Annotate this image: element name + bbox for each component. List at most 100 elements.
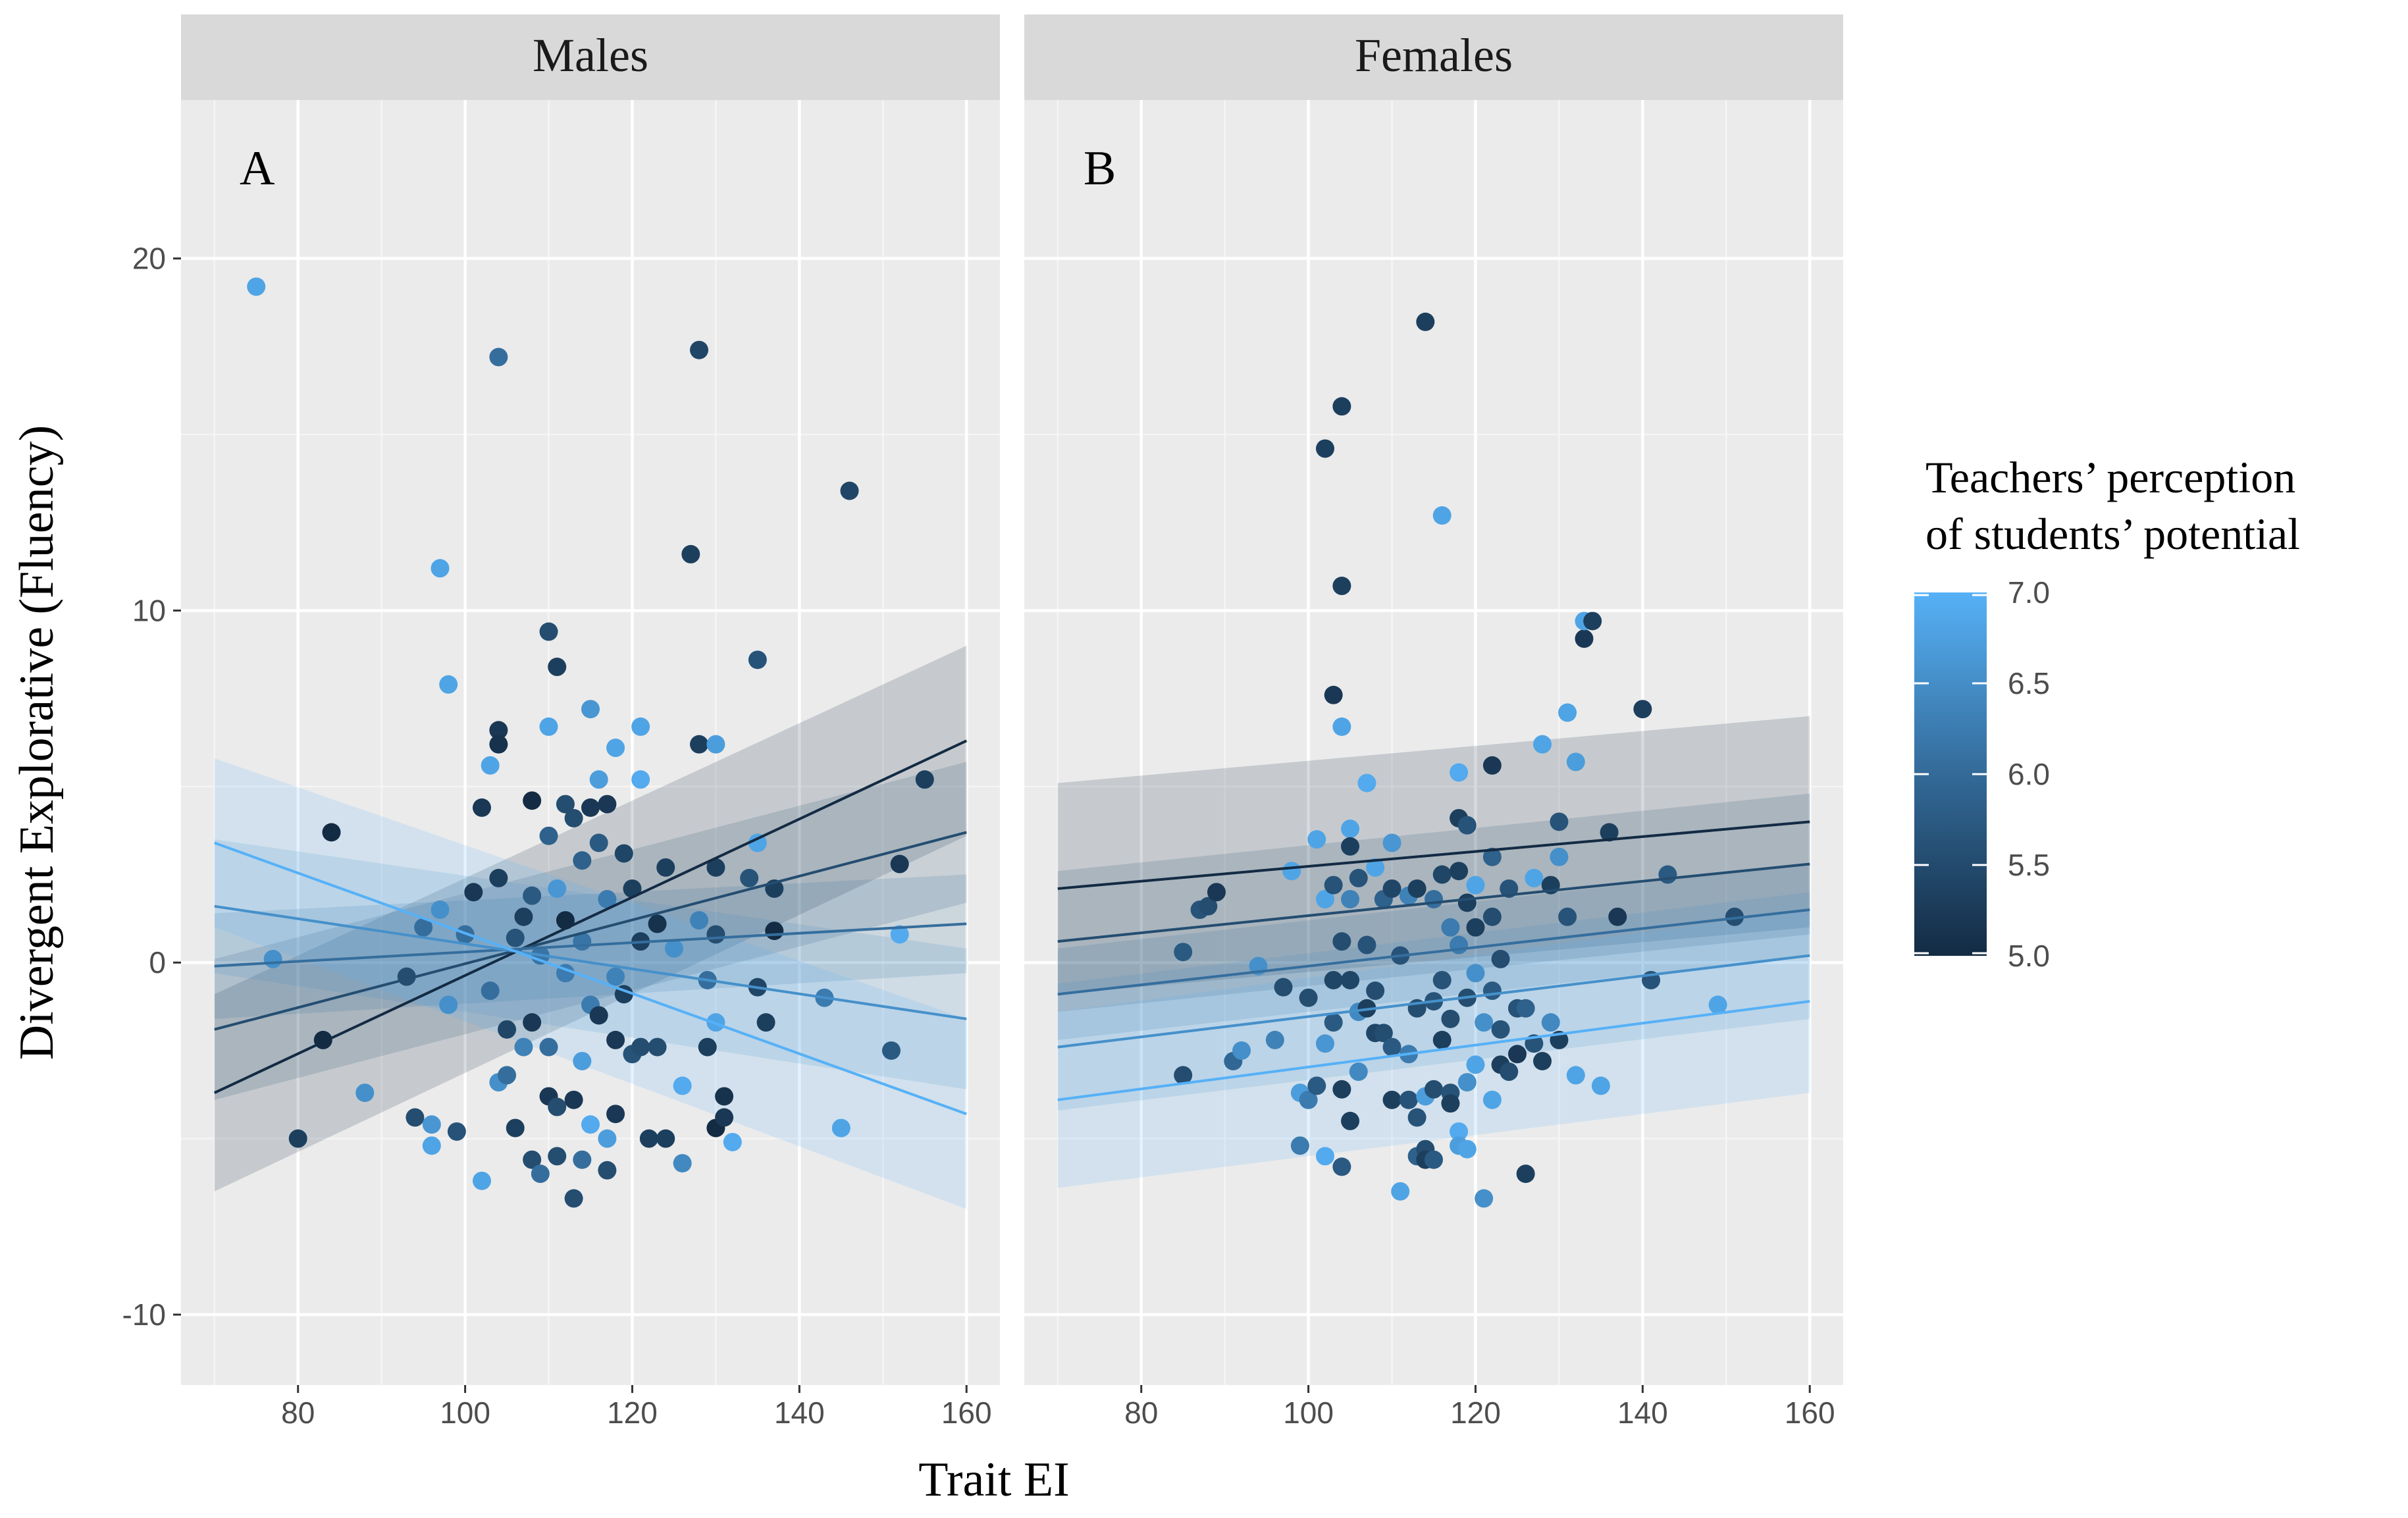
data-point <box>715 1108 734 1127</box>
data-point <box>840 481 859 500</box>
data-point <box>631 1037 650 1057</box>
data-point <box>431 559 450 578</box>
data-point <box>1407 1108 1426 1127</box>
data-point <box>573 1150 592 1169</box>
data-point <box>1457 816 1477 835</box>
strip-females <box>1024 14 1843 100</box>
data-point <box>548 1147 567 1166</box>
data-point <box>748 650 767 669</box>
plot-area-females <box>1024 100 1843 1385</box>
data-point <box>573 1051 592 1070</box>
data-point <box>581 798 600 817</box>
x-axis-title: Trait EI <box>918 1453 1070 1507</box>
fit-line <box>214 904 967 1020</box>
data-point <box>1482 847 1502 866</box>
data-point <box>890 925 909 944</box>
x-tick-label: 100 <box>440 1396 490 1430</box>
fit-line <box>1057 820 1810 890</box>
data-point <box>439 675 458 694</box>
data-point <box>1416 312 1435 331</box>
data-point <box>1533 735 1552 754</box>
fit-line <box>214 922 967 968</box>
data-point <box>1516 999 1535 1018</box>
data-point <box>1332 717 1351 736</box>
data-point <box>1315 1147 1334 1166</box>
data-point <box>1457 893 1477 912</box>
fit-line <box>213 739 968 1094</box>
data-point <box>1332 1157 1351 1176</box>
data-point <box>1491 949 1510 968</box>
data-point <box>1658 865 1677 884</box>
x-tick-label: 120 <box>1450 1396 1501 1430</box>
data-point <box>756 1013 775 1032</box>
y-tick-label: 20 <box>132 242 166 276</box>
data-point <box>1525 868 1544 887</box>
data-point <box>1174 943 1193 962</box>
data-point <box>1274 978 1293 997</box>
data-point <box>1608 907 1627 926</box>
y-axis: -10 0 10 20 <box>122 242 181 1332</box>
data-point <box>1600 823 1619 842</box>
data-point <box>1566 1066 1585 1085</box>
data-point <box>648 1037 667 1057</box>
data-point <box>598 1129 617 1148</box>
data-point <box>1425 1150 1443 1169</box>
x-tick-label: 120 <box>607 1396 658 1430</box>
data-point <box>623 879 642 898</box>
data-point <box>606 1105 625 1124</box>
data-point <box>288 1129 307 1148</box>
data-point <box>539 1037 558 1057</box>
data-point <box>489 868 508 887</box>
data-point <box>1199 897 1218 916</box>
data-point <box>1566 752 1585 772</box>
data-point <box>506 1118 525 1138</box>
legend-tick-label: 7.0 <box>2008 575 2050 610</box>
data-point <box>564 808 583 827</box>
data-point <box>1507 1045 1527 1064</box>
fit-line <box>214 831 967 1031</box>
data-point <box>1450 862 1469 881</box>
data-point <box>548 658 567 677</box>
ci-band <box>214 645 967 1191</box>
data-point <box>598 795 617 814</box>
data-point <box>1341 820 1360 839</box>
data-point <box>514 1037 533 1057</box>
data-point <box>1382 1090 1401 1109</box>
data-point <box>1482 756 1502 775</box>
data-point <box>1357 773 1376 793</box>
data-point <box>1533 1051 1552 1070</box>
y-tick-label: 0 <box>149 945 166 980</box>
data-point <box>606 967 625 986</box>
data-point <box>1290 1136 1309 1155</box>
data-point <box>1265 1030 1284 1049</box>
data-point <box>1482 981 1502 1001</box>
data-point <box>1315 1034 1334 1053</box>
data-point <box>748 833 767 852</box>
data-point <box>890 854 909 874</box>
data-point <box>523 1150 542 1169</box>
strip-label-males: Males <box>533 29 648 82</box>
y-tick-label: -10 <box>122 1297 166 1332</box>
data-point <box>1232 1041 1251 1060</box>
data-point <box>422 1115 441 1134</box>
data-point <box>1457 1139 1477 1159</box>
data-point <box>548 1097 567 1116</box>
data-point <box>1324 876 1343 895</box>
data-point <box>1207 883 1226 902</box>
data-point <box>664 939 683 958</box>
gridlines-males <box>181 100 1000 1385</box>
data-point <box>523 791 542 810</box>
data-point <box>1708 995 1727 1014</box>
data-point <box>514 907 533 926</box>
fit-line <box>1057 862 1810 943</box>
data-point <box>881 1041 901 1060</box>
data-point <box>1324 685 1343 704</box>
data-point <box>1382 833 1401 852</box>
data-point <box>556 795 575 814</box>
data-point <box>1399 1090 1418 1109</box>
data-point <box>915 770 934 789</box>
data-point <box>631 717 650 736</box>
data-point <box>472 1171 491 1190</box>
data-point <box>1282 862 1301 881</box>
